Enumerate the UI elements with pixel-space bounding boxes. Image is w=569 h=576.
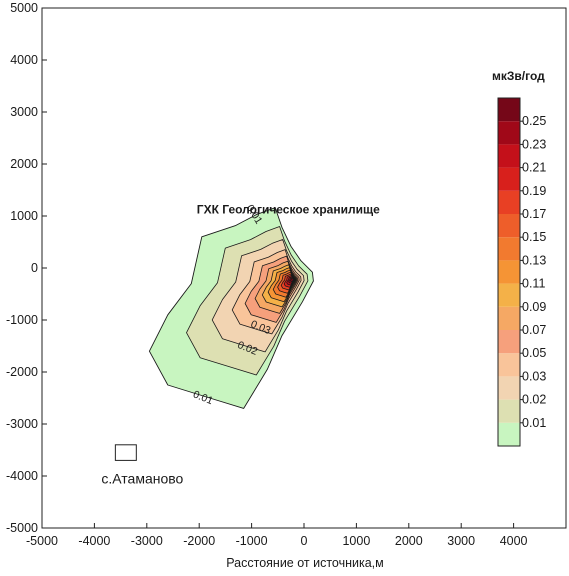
colorbar-label: 0.11 [522, 277, 545, 291]
colorbar-swatch [498, 98, 520, 122]
x-tick-label: 1000 [342, 534, 370, 548]
x-tick-label: -2000 [183, 534, 215, 548]
colorbar-swatch [498, 422, 520, 446]
x-axis: -5000 -4000 -3000 -2000 -1000 0 1000 2000 3000 40… [26, 523, 528, 548]
colorbar-swatch [498, 214, 520, 238]
colorbar-swatch [498, 399, 520, 423]
colorbar-label: 0.19 [522, 184, 546, 198]
y-tick-label: 3000 [10, 105, 38, 119]
village-label: с.Атаманово [101, 470, 183, 486]
x-tick-label: 4000 [500, 534, 528, 548]
colorbar-title: мкЗв/год [492, 69, 545, 83]
x-tick-label: -1000 [236, 534, 268, 548]
x-tick-label: -5000 [26, 534, 58, 548]
x-tick-label: 3000 [447, 534, 475, 548]
colorbar-swatch [498, 306, 520, 330]
y-tick-label: 5000 [10, 1, 38, 15]
colorbar-swatch [498, 237, 520, 261]
colorbar-label: 0.17 [522, 207, 546, 221]
colorbar-label: 0.25 [522, 114, 546, 128]
colorbar: мкЗв/год 0.01 0.02 0.03 0.05 0.07 0.09 0.11 0.1… [492, 69, 546, 447]
y-tick-label: 1000 [10, 209, 38, 223]
site-annotation: ГХК Геологическое хранилище [197, 202, 380, 216]
colorbar-label: 0.01 [522, 416, 546, 430]
colorbar-label: 0.02 [522, 393, 546, 407]
colorbar-swatch [498, 167, 520, 191]
x-tick-label: -3000 [131, 534, 163, 548]
colorbar-frame [497, 97, 521, 447]
colorbar-label: 0.15 [522, 230, 546, 244]
colorbar-swatch [498, 330, 520, 354]
x-tick-label: 2000 [395, 534, 423, 548]
y-tick-label: 0 [31, 261, 38, 275]
y-tick-label: 2000 [10, 157, 38, 171]
village-marker [114, 444, 137, 461]
colorbar-swatch [498, 283, 520, 307]
y-tick-label: -3000 [6, 417, 38, 431]
y-tick-label: 4000 [10, 53, 38, 67]
colorbar-label: 0.09 [522, 300, 546, 314]
y-tick-label: -2000 [6, 365, 38, 379]
colorbar-label: 0.05 [522, 346, 546, 360]
colorbar-swatch [498, 190, 520, 214]
colorbar-swatch [498, 144, 520, 168]
colorbar-label: 0.21 [522, 161, 546, 175]
colorbar-swatch [498, 353, 520, 377]
colorbar-swatch [498, 376, 520, 400]
y-tick-label: -4000 [6, 469, 38, 483]
colorbar-label: 0.23 [522, 137, 546, 151]
colorbar-swatch [498, 121, 520, 145]
contour-fills [148, 207, 314, 409]
y-axis: -5000 -4000 -3000 -2000 -1000 0 1000 2000 3000 40… [6, 1, 47, 535]
contour-level-14 [290, 277, 294, 283]
y-tick-label: -1000 [6, 313, 38, 327]
colorbar-swatch [498, 260, 520, 284]
colorbar-label: 0.13 [522, 253, 546, 267]
colorbar-label: 0.03 [522, 369, 546, 383]
x-axis-label: Расстояние от источника,м [226, 556, 384, 570]
y-tick-label: -5000 [6, 521, 38, 535]
x-tick-label: -4000 [78, 534, 110, 548]
colorbar-label: 0.07 [522, 323, 546, 337]
x-tick-label: 0 [301, 534, 308, 548]
